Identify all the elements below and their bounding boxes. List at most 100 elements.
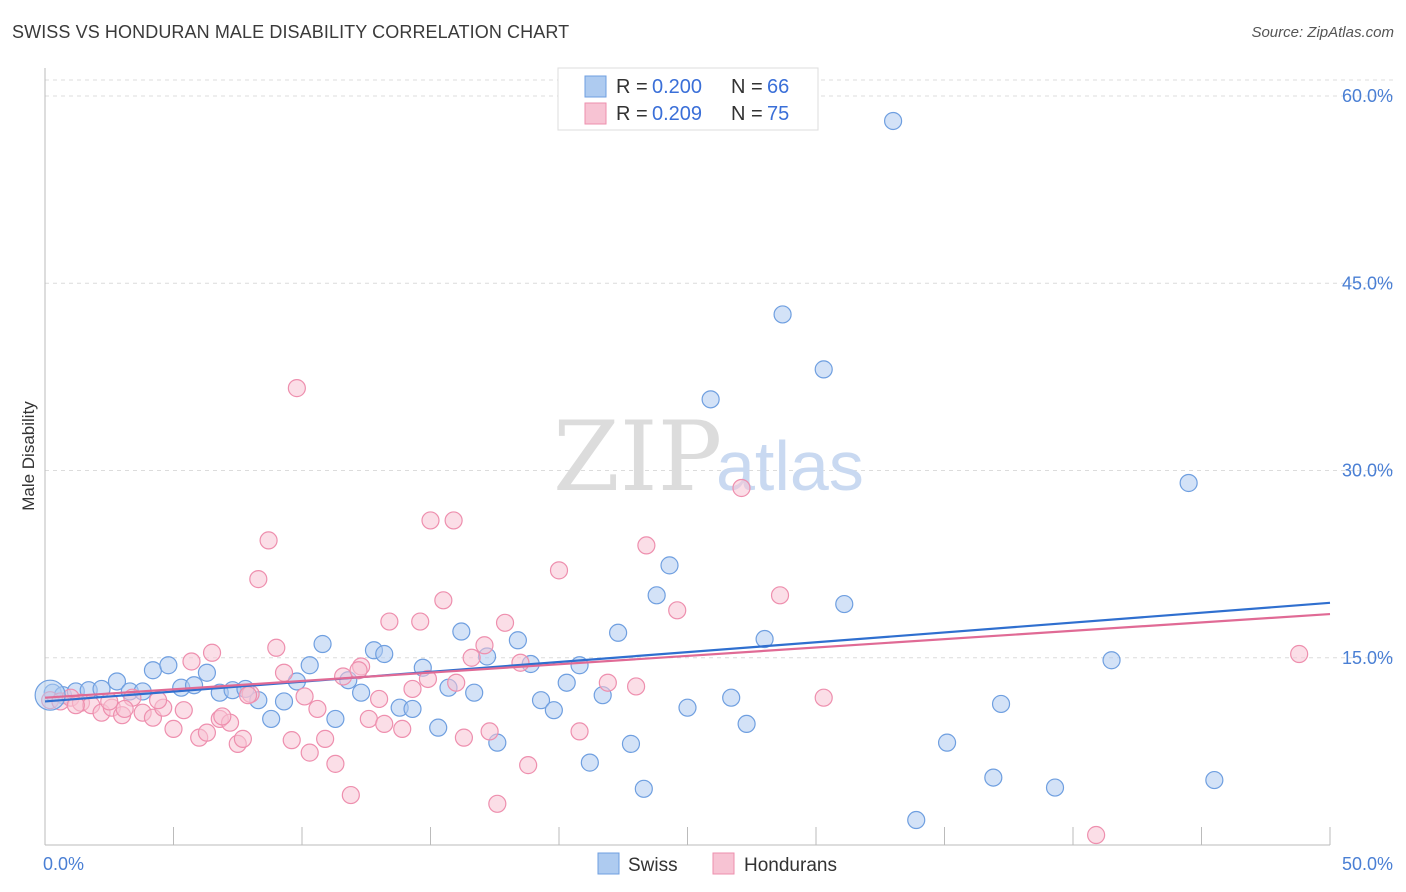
swiss-point xyxy=(352,683,371,702)
honduran-point xyxy=(1290,644,1309,664)
watermark-zip: ZIP xyxy=(553,401,722,513)
honduran-point xyxy=(475,636,494,655)
axes xyxy=(44,68,1331,846)
honduran-point xyxy=(259,531,278,550)
swiss-point xyxy=(274,692,294,711)
data-points xyxy=(34,111,1309,845)
honduran-point xyxy=(770,586,790,605)
honduran-point xyxy=(488,794,507,813)
honduran-point xyxy=(626,677,646,696)
honduran-point xyxy=(403,679,422,699)
swiss-point xyxy=(883,111,903,131)
y-tick-label: 45.0% xyxy=(1342,273,1393,293)
swiss-point xyxy=(1205,770,1224,790)
swiss-point xyxy=(647,586,666,605)
honduran-point xyxy=(495,613,515,632)
swiss-point xyxy=(678,698,697,717)
legend-swatch-hondurans xyxy=(584,102,607,125)
swiss-point xyxy=(326,709,345,729)
bottom-legend: Swiss Hondurans xyxy=(597,852,837,876)
swiss-point xyxy=(814,360,833,379)
swiss-point xyxy=(580,753,599,772)
honduran-point xyxy=(174,701,193,720)
bottom-legend-swatch-hondurans xyxy=(712,852,735,875)
swiss-point xyxy=(403,699,422,719)
honduran-point xyxy=(411,612,430,631)
honduran-point xyxy=(359,709,378,729)
swiss-point xyxy=(465,683,484,702)
honduran-point xyxy=(182,652,201,671)
x-tick-label: 50.0% xyxy=(1342,854,1393,874)
swiss-point xyxy=(634,779,653,798)
chart-source: Source: ZipAtlas.com xyxy=(1251,24,1394,41)
honduran-point xyxy=(519,756,538,775)
legend-n-value-hondurans: 75 xyxy=(767,103,789,125)
honduran-point xyxy=(287,379,306,398)
honduran-point xyxy=(238,686,258,705)
swiss-point xyxy=(557,673,576,692)
swiss-point xyxy=(197,663,217,682)
swiss-point xyxy=(1045,778,1065,797)
swiss-point xyxy=(531,691,551,710)
watermark: ZIP atlas xyxy=(553,401,864,513)
honduran-trend-line xyxy=(44,612,1331,699)
x-tick-labels: 0.0% 50.0% xyxy=(43,854,1393,874)
swiss-point xyxy=(722,688,741,707)
swiss-trend-line xyxy=(44,601,1331,703)
honduran-point xyxy=(233,729,252,748)
honduran-point xyxy=(349,661,368,680)
swiss-point xyxy=(773,305,792,324)
honduran-point xyxy=(454,728,474,747)
swiss-point xyxy=(313,634,332,654)
honduran-point xyxy=(326,754,345,773)
legend-n-label-hondurans: N = xyxy=(731,103,763,125)
honduran-point xyxy=(370,689,389,709)
honduran-point xyxy=(341,785,360,805)
honduran-point xyxy=(421,511,440,530)
swiss-point xyxy=(508,631,527,650)
swiss-point xyxy=(835,594,854,614)
honduran-point xyxy=(316,729,335,748)
honduran-point xyxy=(380,612,399,631)
swiss-point xyxy=(984,768,1003,787)
honduran-point xyxy=(637,536,656,555)
honduran-point xyxy=(115,699,134,719)
x-tick-label: 0.0% xyxy=(43,854,84,874)
honduran-point xyxy=(282,731,301,750)
swiss-point xyxy=(621,734,641,753)
trend-lines xyxy=(44,601,1331,703)
legend-r-value-hondurans: 0.209 xyxy=(652,103,702,125)
swiss-point xyxy=(262,709,281,729)
swiss-point xyxy=(937,733,957,752)
honduran-point xyxy=(334,667,353,686)
swiss-point xyxy=(429,718,448,737)
swiss-point xyxy=(143,661,163,680)
y-axis-label: Male Disability xyxy=(19,401,38,511)
swiss-point xyxy=(991,694,1011,714)
swiss-point xyxy=(375,644,394,664)
swiss-point xyxy=(907,810,926,830)
y-tick-labels: 15.0% 30.0% 45.0% 60.0% xyxy=(1342,86,1393,668)
swiss-point xyxy=(755,629,774,649)
y-tick-label: 30.0% xyxy=(1342,461,1393,481)
legend-n-label-swiss: N = xyxy=(731,76,763,98)
swiss-point xyxy=(34,679,66,711)
swiss-point xyxy=(701,390,720,409)
honduran-point xyxy=(570,722,589,741)
honduran-point xyxy=(418,669,438,689)
honduran-point xyxy=(549,561,569,580)
legend-r-label-swiss: R = xyxy=(616,76,648,98)
honduran-point xyxy=(668,601,687,620)
swiss-point xyxy=(107,672,127,691)
honduran-point xyxy=(249,570,268,589)
honduran-point xyxy=(274,663,294,682)
grid-lines xyxy=(45,79,1395,659)
honduran-point xyxy=(197,723,217,742)
bottom-legend-label-swiss: Swiss xyxy=(628,855,678,876)
swiss-point xyxy=(1102,651,1121,670)
honduran-point xyxy=(1087,825,1106,845)
honduran-point xyxy=(447,673,466,692)
legend-r-value-swiss: 0.200 xyxy=(652,76,702,98)
swiss-point xyxy=(452,622,471,641)
honduran-point xyxy=(213,707,232,726)
